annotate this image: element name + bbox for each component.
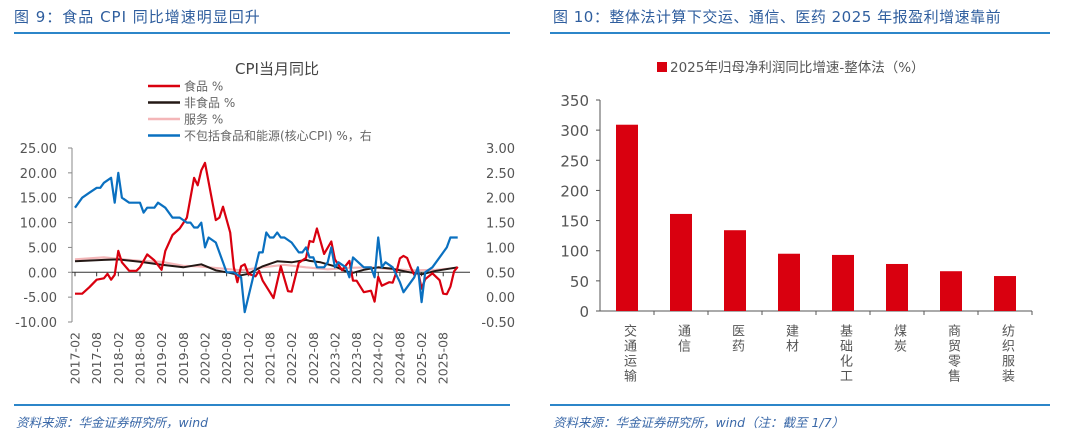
y-tick-label: 0.00 [28, 266, 57, 281]
x-tick-label: 2024-02 [371, 332, 386, 384]
footer-divider [14, 404, 510, 406]
y-tick-label: -5.00 [23, 291, 57, 306]
y-tick-label: -10.00 [15, 316, 57, 331]
right-panel: 图 10：整体法计算下交运、通信、医药 2025 年报盈利增速靠前 2025年归… [545, 0, 1080, 446]
x-tick-label: 2018-02 [111, 332, 126, 384]
x-tick-label: 2021-08 [262, 332, 277, 384]
bar [940, 271, 962, 311]
y-right-tick-label: -0.50 [481, 316, 515, 331]
category-label: 纺织服装 [999, 324, 1014, 384]
x-tick-label: 2025-08 [436, 332, 451, 384]
category-label: 医药 [729, 324, 744, 354]
x-tick-label: 2022-02 [284, 332, 299, 384]
category-label: 通信 [675, 324, 690, 354]
left-panel: 图 9：食品 CPI 同比增速明显回升 CPI当月同比 食品 % 非食品 % 服务 %… [14, 8, 515, 430]
y-tick-label: 25.00 [20, 142, 57, 157]
y-tick-label: 10.00 [20, 217, 57, 232]
category-label: 煤炭 [891, 324, 906, 354]
x-tick-label: 2022-08 [306, 332, 321, 384]
y-right-tick-label: 3.00 [486, 142, 515, 157]
category-label: 建材 [783, 324, 798, 354]
title-divider [14, 32, 510, 34]
legend-label: 食品 % [184, 79, 223, 94]
x-tick-label: 2023-08 [349, 332, 364, 384]
x-tick-label: 2017-02 [68, 332, 83, 384]
bar [724, 230, 746, 311]
source-note: 资料来源：华金证券研究所，wind [16, 415, 209, 430]
y-tick-label: 0 [579, 303, 589, 321]
series-line-1 [74, 258, 458, 277]
category-label: 交通运输 [621, 324, 636, 384]
y-right-tick-label: 1.00 [486, 241, 515, 256]
bar [670, 213, 692, 311]
legend-label: 服务 % [184, 112, 223, 127]
y-tick-label: 300 [560, 122, 589, 140]
legend-label: 非食品 % [184, 95, 235, 110]
y-tick-label: 15.00 [20, 192, 57, 207]
bar [616, 124, 638, 312]
legend-label: 不包括食品和能源(核心CPI) %，右 [184, 128, 372, 143]
y-right-tick-label: 1.50 [486, 217, 515, 232]
y-tick-label: 200 [560, 182, 589, 200]
bar [832, 254, 854, 311]
series-line-0 [75, 161, 459, 303]
x-tick-label: 2020-02 [197, 332, 212, 384]
title-divider [550, 32, 1050, 34]
y-tick-label: 50 [570, 273, 589, 291]
y-tick-label: 250 [560, 152, 589, 170]
bar [886, 263, 908, 311]
x-tick-label: 2020-08 [219, 332, 234, 384]
y-right-tick-label: 2.00 [486, 192, 515, 207]
x-tick-label: 2023-02 [327, 332, 342, 384]
source-note: 资料来源：华金证券研究所，wind（注：截至 1/7） [553, 415, 845, 430]
y-tick-label: 150 [560, 213, 589, 231]
y-tick-label: 350 [560, 92, 589, 110]
y-tick-label: 5.00 [28, 241, 57, 256]
y-right-tick-label: 0.50 [486, 266, 515, 281]
x-tick-label: 2018-08 [132, 332, 147, 384]
figure-title: 图 10：整体法计算下交运、通信、医药 2025 年报盈利增速靠前 [553, 8, 1002, 26]
figure-title: 图 9：食品 CPI 同比增速明显回升 [14, 8, 261, 26]
x-tick-label: 2021-02 [241, 332, 256, 384]
y-tick-label: 20.00 [20, 167, 57, 182]
legend-swatch [657, 62, 667, 72]
x-tick-label: 2024-08 [392, 332, 407, 384]
series-line-3 [74, 171, 458, 314]
chart-title: CPI当月同比 [235, 60, 319, 78]
bar [778, 253, 800, 311]
category-label: 商贸零售 [945, 324, 960, 384]
x-tick-label: 2017-08 [89, 332, 104, 384]
footer-divider [550, 404, 1050, 406]
y-right-tick-label: 2.50 [486, 167, 515, 182]
y-right-tick-label: 0.00 [486, 291, 515, 306]
x-tick-label: 2019-08 [176, 332, 191, 384]
bar [994, 276, 1016, 311]
profit-growth-bar-chart: 2025年归母净利润同比增速-整体法（%） 350 300 250 200 150 100 5… [560, 59, 1033, 321]
x-tick-label: 2019-02 [154, 332, 169, 384]
category-label: 基础化工 [837, 324, 852, 384]
y-tick-label: 100 [560, 243, 589, 261]
legend-label: 2025年归母净利润同比增速-整体法（%） [670, 59, 925, 76]
x-tick-label: 2025-02 [414, 332, 429, 384]
